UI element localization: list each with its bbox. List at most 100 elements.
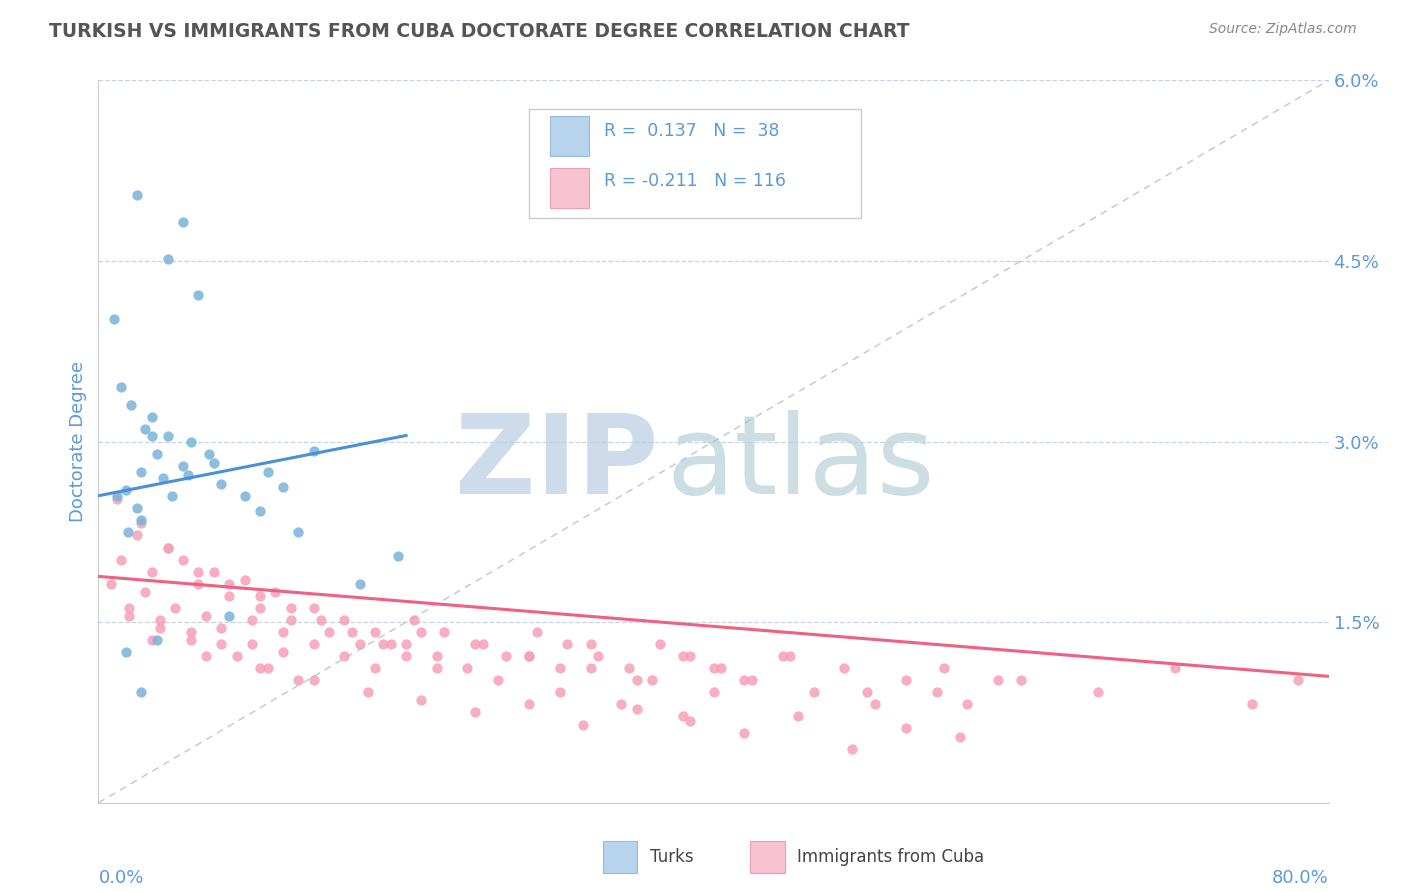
Point [105, 492, 128, 507]
Point [152, 471, 174, 485]
Point [172, 552, 194, 566]
Point [302, 600, 325, 615]
Point [641, 673, 664, 687]
Point [233, 573, 256, 587]
Point [120, 399, 142, 413]
Point [264, 585, 287, 599]
Point [579, 637, 602, 651]
Point [402, 613, 425, 627]
Point [349, 637, 371, 651]
Point [517, 648, 540, 663]
Point [318, 624, 340, 639]
Point [202, 565, 225, 579]
Point [579, 661, 602, 675]
Point [894, 721, 917, 735]
Point [1240, 697, 1263, 711]
Point [672, 709, 695, 723]
Point [526, 624, 548, 639]
Point [426, 648, 449, 663]
Point [626, 673, 648, 687]
Point [280, 613, 302, 627]
Point [134, 585, 156, 599]
Point [464, 637, 486, 651]
Bar [751, 841, 785, 873]
Point [187, 565, 209, 579]
Point [380, 637, 402, 651]
Text: R = -0.211   N = 116: R = -0.211 N = 116 [605, 172, 786, 190]
Point [240, 613, 263, 627]
Point [626, 702, 648, 716]
Point [105, 489, 128, 503]
Point [672, 648, 695, 663]
Point [103, 311, 125, 326]
Point [586, 648, 609, 663]
Point [149, 613, 172, 627]
Bar [550, 116, 589, 156]
Point [395, 637, 418, 651]
Point [225, 648, 247, 663]
Point [146, 633, 169, 648]
Point [162, 489, 183, 503]
Point [172, 215, 194, 229]
Point [349, 576, 371, 591]
Point [1286, 673, 1309, 687]
Point [464, 706, 486, 720]
Point [741, 673, 763, 687]
Point [572, 717, 595, 731]
Point [787, 709, 810, 723]
Text: R =  0.137   N =  38: R = 0.137 N = 38 [605, 122, 779, 140]
Point [411, 693, 433, 707]
Point [211, 621, 233, 635]
Point [249, 661, 271, 675]
Point [311, 613, 333, 627]
Point [779, 648, 801, 663]
Point [134, 423, 156, 437]
Point [302, 673, 325, 687]
Point [218, 576, 240, 591]
Point [1010, 673, 1032, 687]
Point [302, 444, 325, 458]
Point [110, 380, 132, 394]
Text: atlas: atlas [666, 409, 935, 516]
Point [856, 685, 879, 699]
Point [141, 428, 163, 442]
Point [648, 637, 671, 651]
Point [125, 187, 148, 202]
Point [617, 661, 640, 675]
Point [149, 621, 172, 635]
Text: Turks: Turks [650, 848, 693, 866]
Point [703, 661, 725, 675]
Point [340, 624, 363, 639]
Bar [603, 841, 637, 873]
Point [165, 600, 187, 615]
Point [703, 685, 725, 699]
Point [249, 504, 271, 518]
Point [495, 648, 517, 663]
Point [156, 541, 179, 555]
Point [141, 410, 163, 425]
Point [180, 633, 202, 648]
Point [733, 726, 755, 740]
Point [772, 648, 794, 663]
Point [1164, 661, 1187, 675]
Point [176, 468, 198, 483]
Point [271, 645, 294, 659]
Point [271, 480, 294, 494]
Point [333, 613, 356, 627]
Point [118, 600, 141, 615]
Text: 80.0%: 80.0% [1272, 869, 1329, 887]
Point [156, 541, 179, 555]
Y-axis label: Doctorate Degree: Doctorate Degree [69, 361, 87, 522]
Point [249, 600, 271, 615]
Point [411, 624, 433, 639]
Point [1087, 685, 1109, 699]
Point [987, 673, 1010, 687]
Point [131, 513, 153, 527]
Point [131, 465, 153, 479]
Point [517, 648, 540, 663]
Text: TURKISH VS IMMIGRANTS FROM CUBA DOCTORATE DEGREE CORRELATION CHART: TURKISH VS IMMIGRANTS FROM CUBA DOCTORAT… [49, 22, 910, 41]
Point [115, 645, 138, 659]
Point [156, 252, 179, 266]
Point [202, 456, 225, 470]
Point [934, 661, 956, 675]
